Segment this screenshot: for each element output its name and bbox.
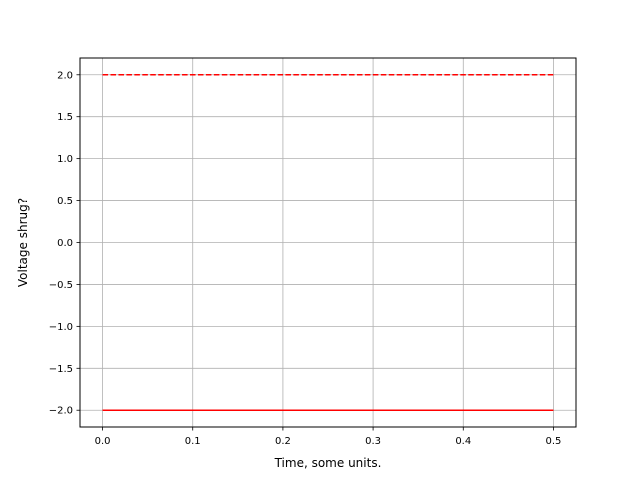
x-tick-label: 0.0 [95, 436, 111, 447]
y-tick-label: 0.0 [57, 238, 73, 249]
y-tick-label: 2.0 [57, 70, 73, 81]
y-tick-label: −2.0 [49, 406, 73, 417]
x-tick-label: 0.4 [455, 436, 471, 447]
y-axis-label: Voltage shrug? [16, 198, 30, 287]
y-tick-label: −0.5 [49, 280, 73, 291]
series-group [102, 74, 554, 411]
x-tick-label: 0.2 [275, 436, 291, 447]
grid [80, 58, 576, 427]
x-tick-label: 0.3 [365, 436, 381, 447]
x-tick-label: 0.5 [546, 436, 562, 447]
y-tick-label: 1.5 [57, 112, 73, 123]
x-tick-label: 0.1 [185, 436, 201, 447]
x-axis-label: Time, some units. [274, 456, 382, 470]
ticks: 0.0 0.1 0.2 0.3 0.4 0.5 −2.0 −1.5 −1.0 −0.5 0.0 0.5… [49, 70, 562, 447]
y-tick-label: 0.5 [57, 196, 73, 207]
y-tick-label: 1.0 [57, 154, 73, 165]
y-tick-label: −1.0 [49, 322, 73, 333]
y-tick-label: −1.5 [49, 364, 73, 375]
